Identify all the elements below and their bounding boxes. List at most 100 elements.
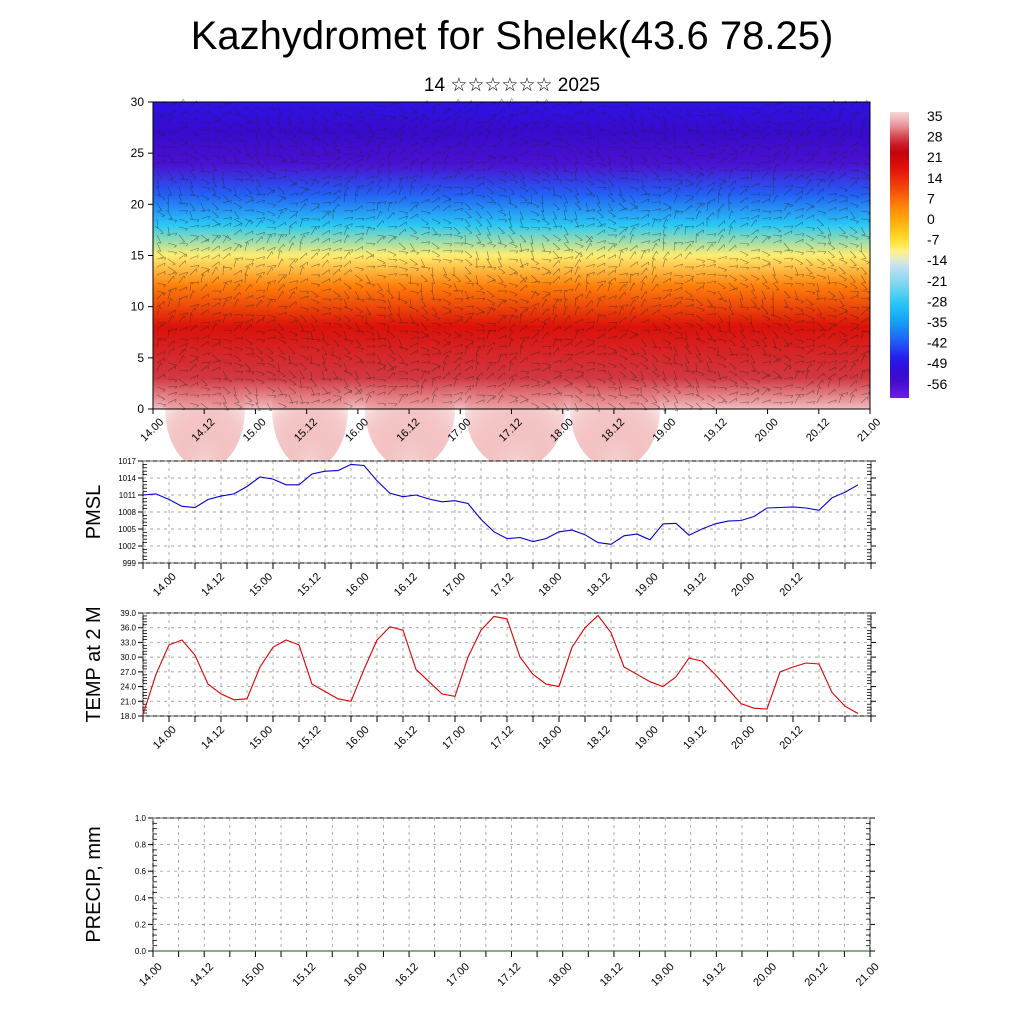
pmsl-x-tick-label: 19.00 — [633, 571, 661, 599]
colorbar-label: 21 — [927, 149, 943, 165]
precip-x-tick-label: 17.12 — [495, 961, 523, 989]
temp-x-tick-label: 18.12 — [585, 724, 613, 752]
pmsl-panel: 999 1002 1005 1008 1011 1014 1017 14.00 14.12 15.… — [83, 457, 876, 599]
temp-series-line — [142, 614, 859, 715]
colorbar-label: 14 — [927, 170, 943, 186]
temp-y-tick-label: 36.0 — [120, 624, 136, 633]
temp-y-axis-label: TEMP at 2 M — [83, 606, 105, 722]
pmsl-x-tick-label: 20.00 — [729, 571, 757, 599]
precip-y-axis-label: PRECIP, mm — [83, 826, 105, 942]
temp-x-tick-label: 16.12 — [392, 724, 420, 752]
pmsl-x-tick-label: 18.00 — [537, 571, 565, 599]
temp-y-tick-label: 39.0 — [120, 609, 136, 618]
precip-x-tick-label: 14.12 — [188, 961, 216, 989]
colorbar-label: -42 — [927, 335, 947, 351]
precip-y-tick-label: 0.2 — [135, 920, 147, 929]
pmsl-x-tick-label: 20.12 — [778, 571, 806, 599]
precip-x-tick-label: 16.00 — [342, 961, 370, 989]
precip-x-tick-label: 21.00 — [854, 961, 882, 989]
pmsl-y-axis-label: PMSL — [83, 485, 105, 539]
colorbar-label: 28 — [927, 129, 943, 145]
precip-y-tick-label: 0.6 — [135, 867, 147, 876]
temp-y-tick-label: 30.0 — [120, 653, 136, 662]
section-y-tick-label: 15 — [131, 249, 145, 263]
temp-x-tick-label: 20.00 — [729, 724, 757, 752]
precip-x-tick-label: 20.12 — [803, 961, 831, 989]
pmsl-y-tick-label: 1005 — [118, 525, 136, 534]
section-y-tick-label: 30 — [131, 95, 145, 109]
precip-y-tick-label: 0.0 — [135, 947, 147, 956]
pmsl-x-tick-label: 19.12 — [681, 571, 709, 599]
section-x-tick-label: 21.00 — [855, 416, 883, 444]
temp-y-tick-label: 27.0 — [120, 668, 136, 677]
pmsl-y-tick-label: 1011 — [119, 491, 137, 500]
chart-title: Kazhydromet for Shelek(43.6 78.25) — [190, 14, 834, 58]
pmsl-x-tick-label: 17.00 — [440, 571, 468, 599]
pmsl-x-tick-label: 17.12 — [488, 571, 516, 599]
temp-x-tick-label: 17.12 — [488, 724, 516, 752]
temp-x-tick-label: 19.00 — [633, 724, 661, 752]
precip-x-tick-label: 18.00 — [547, 961, 575, 989]
section-x-tick-label: 20.00 — [753, 416, 781, 444]
pmsl-y-tick-label: 1017 — [118, 457, 136, 466]
colorbar-ramp — [890, 112, 909, 398]
section-x-tick-label: 19.12 — [702, 416, 730, 444]
pmsl-x-tick-label: 15.12 — [296, 571, 324, 599]
chart-subtitle: 14 ☆☆☆☆☆☆ 2025 — [423, 75, 601, 96]
precip-x-tick-label: 18.12 — [598, 961, 626, 989]
section-y-tick-label: 0 — [137, 402, 144, 416]
precip-x-tick-label: 19.00 — [649, 961, 677, 989]
colorbar: 35 28 21 14 7 0 -7 -14 -21 -28 -35 -42 -49 -56 — [890, 108, 947, 398]
pmsl-x-tick-label: 16.00 — [344, 571, 372, 599]
temp-panel: 18.0 21.0 24.0 27.0 30.0 33.0 36.0 39.0 14.00 14.… — [83, 606, 876, 752]
pmsl-x-tick-label: 16.12 — [392, 571, 420, 599]
pmsl-x-tick-label: 15.00 — [247, 571, 275, 599]
precip-y-tick-label: 1.0 — [135, 814, 147, 823]
temp-x-tick-label: 18.00 — [537, 724, 565, 752]
colorbar-label: -56 — [927, 376, 947, 392]
temp-x-tick-label: 15.12 — [296, 724, 324, 752]
colorbar-label: -14 — [927, 252, 947, 268]
precip-x-tick-label: 19.12 — [700, 961, 728, 989]
precip-x-tick-label: 20.00 — [751, 961, 779, 989]
temp-x-tick-label: 15.00 — [247, 724, 275, 752]
temp-x-tick-label: 17.00 — [440, 724, 468, 752]
temp-x-tick-label: 14.12 — [199, 724, 227, 752]
pmsl-x-tick-label: 14.00 — [151, 571, 179, 599]
section-x-tick-label: 20.12 — [804, 416, 832, 444]
colorbar-label: -21 — [927, 273, 947, 289]
pmsl-x-tick-label: 18.12 — [585, 571, 613, 599]
temp-y-tick-label: 24.0 — [120, 683, 136, 692]
pmsl-y-tick-label: 1014 — [118, 474, 136, 483]
precip-x-tick-label: 15.12 — [291, 961, 319, 989]
temp-x-tick-label: 16.00 — [344, 724, 372, 752]
pmsl-y-tick-label: 1008 — [118, 508, 136, 517]
temp-minor-ticks — [143, 615, 871, 714]
precip-x-tick-label: 15.00 — [239, 961, 267, 989]
precip-x-tick-label: 17.00 — [444, 961, 472, 989]
pmsl-minor-ticks — [143, 463, 871, 560]
colorbar-label: -49 — [927, 355, 947, 371]
temp-y-tick-label: 21.0 — [120, 697, 136, 706]
section-y-tick-label: 25 — [131, 146, 145, 160]
colorbar-label: 0 — [927, 211, 935, 227]
section-x-tick-label: 15.00 — [241, 416, 269, 444]
wind-barbs — [155, 98, 871, 412]
precip-y-tick-label: 0.8 — [135, 841, 147, 850]
precip-minor-ticks — [153, 822, 870, 947]
pmsl-y-tick-label: 999 — [123, 559, 137, 568]
temp-y-tick-label: 33.0 — [120, 638, 136, 647]
temp-x-tick-label: 20.12 — [778, 724, 806, 752]
temp-x-tick-label: 14.00 — [151, 724, 179, 752]
colorbar-label: -7 — [927, 232, 940, 248]
section-y-tick-label: 5 — [137, 351, 144, 365]
colorbar-label: -35 — [927, 314, 947, 330]
colorbar-label: 35 — [927, 108, 943, 124]
temp-x-tick-label: 19.12 — [681, 724, 709, 752]
precip-x-tick-label: 14.00 — [137, 961, 165, 989]
colorbar-label: -28 — [927, 293, 947, 309]
section-y-tick-label: 10 — [131, 300, 145, 314]
section-x-tick-label: 14.00 — [138, 416, 166, 444]
precip-panel: 0.0 0.2 0.4 0.6 0.8 1.0 14.00 14.12 15.00 15.12 16… — [83, 814, 882, 989]
